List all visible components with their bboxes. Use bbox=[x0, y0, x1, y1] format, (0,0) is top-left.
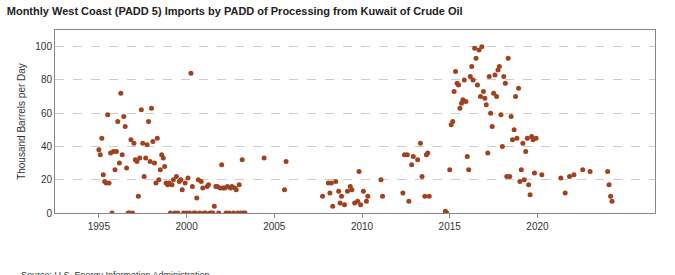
svg-text:80: 80 bbox=[41, 74, 53, 85]
svg-text:40: 40 bbox=[41, 141, 53, 152]
svg-text:2010: 2010 bbox=[351, 221, 374, 232]
svg-text:0: 0 bbox=[46, 208, 52, 219]
svg-text:2000: 2000 bbox=[175, 221, 198, 232]
svg-text:2015: 2015 bbox=[439, 221, 462, 232]
svg-text:2005: 2005 bbox=[263, 221, 286, 232]
svg-text:20: 20 bbox=[41, 174, 53, 185]
svg-text:Thousand Barrels per Day: Thousand Barrels per Day bbox=[16, 63, 27, 180]
svg-text:60: 60 bbox=[41, 108, 53, 119]
svg-text:Source: U.S. Energy Informatio: Source: U.S. Energy Information Administ… bbox=[21, 270, 210, 275]
svg-text:1995: 1995 bbox=[88, 221, 111, 232]
svg-text:Monthly West Coast (PADD 5) Im: Monthly West Coast (PADD 5) Imports by P… bbox=[7, 5, 463, 17]
svg-text:2020: 2020 bbox=[526, 221, 549, 232]
svg-text:100: 100 bbox=[35, 41, 52, 52]
